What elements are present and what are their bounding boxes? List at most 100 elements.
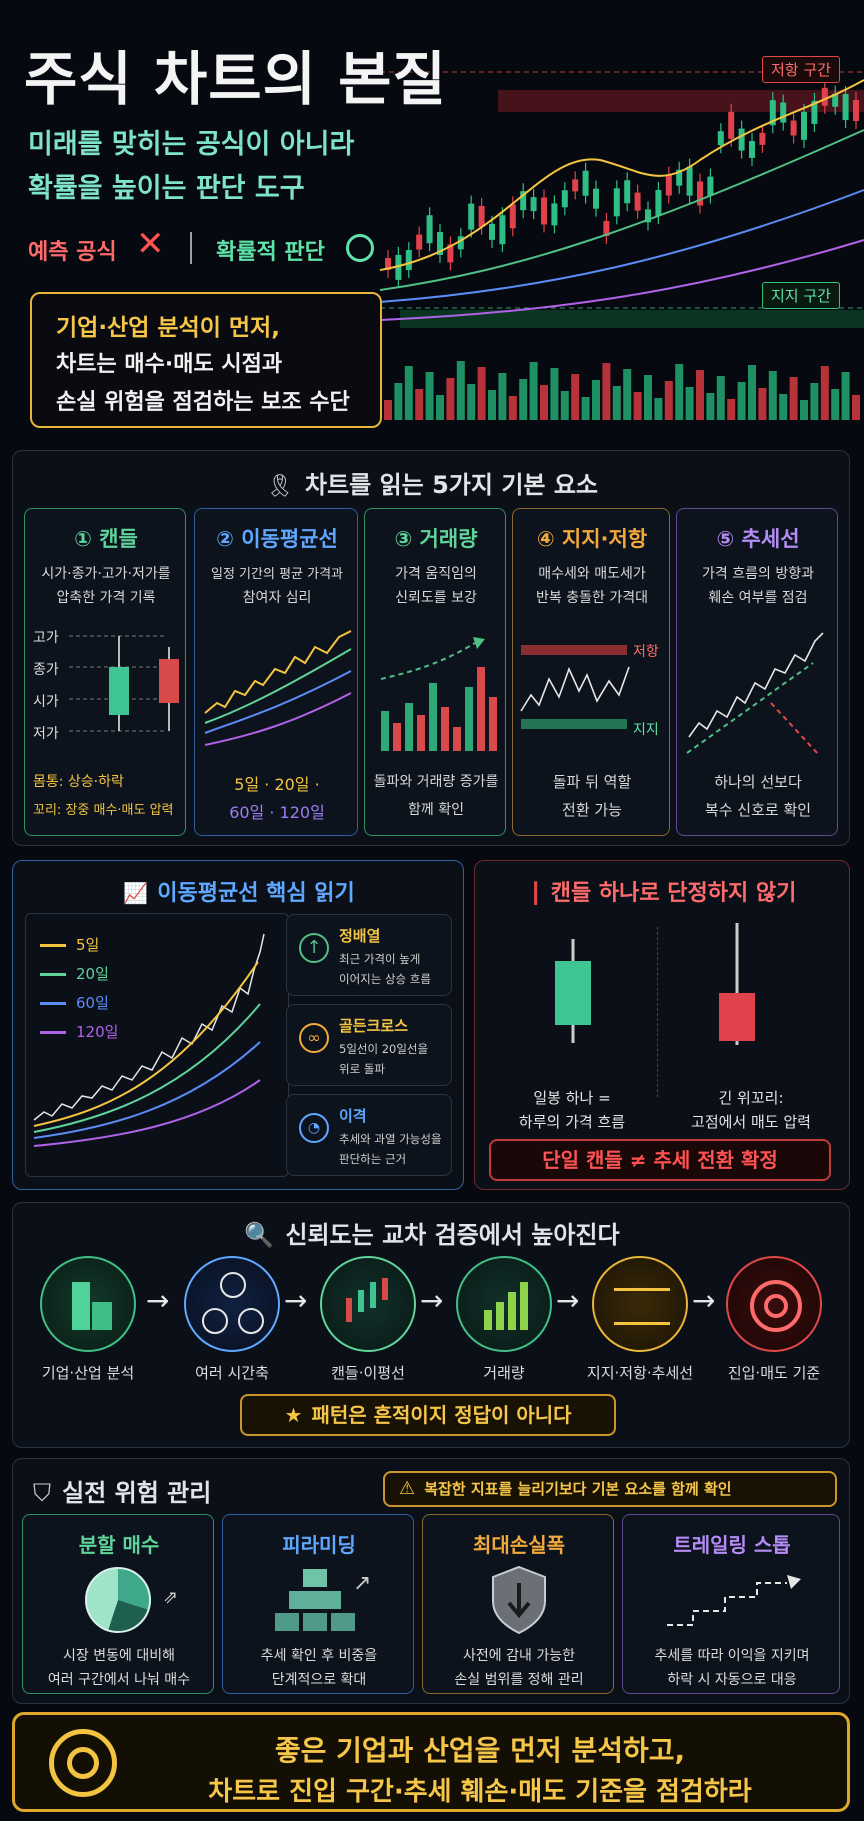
star-icon: ★ <box>284 1403 303 1427</box>
legend-swatch-60 <box>40 1002 66 1005</box>
step-label: 진입·매도 기준 <box>727 1364 821 1382</box>
basics-card-desc-1: 매수세와 매도세가 <box>538 566 646 582</box>
cross-x-icon: ✕ <box>136 224 165 264</box>
divider <box>190 232 192 264</box>
hero-volume-bar <box>498 373 507 420</box>
basics-card-volume: ③ 거래량 가격 움직임의 신뢰도를 보강 돌파와 거래량 증가를 함께 확인 <box>364 508 506 836</box>
risk-card-desc-2: 여러 구간에서 나눠 매수 <box>47 1672 191 1688</box>
hero-candle-body <box>665 174 672 196</box>
hero-candle-body <box>489 223 495 240</box>
ma-item-desc-1: 최근 가격이 높게 <box>339 952 421 966</box>
hero-volume-bar <box>789 377 798 420</box>
legend-label: 20일 <box>76 965 109 983</box>
cross-banner: ★ 패턴은 흔적이지 정답이 아니다 <box>240 1394 616 1436</box>
sr-mini-chart <box>520 645 630 729</box>
hero-candle-body <box>395 254 402 280</box>
hero-volume-bar <box>820 366 829 420</box>
contrast-right-label: 확률적 판단 <box>216 240 325 265</box>
hero-volume-bar <box>540 385 548 420</box>
single-divider <box>657 927 658 1097</box>
legend-label: 120일 <box>76 1023 119 1041</box>
hero-volume-bar <box>519 379 528 420</box>
circle-o-icon <box>346 234 374 262</box>
hero-volume-bar <box>737 382 746 420</box>
basics-card-desc-2: 압축한 가격 기록 <box>56 590 156 606</box>
basics-title: 차트를 읽는 5가지 기본 요소 <box>305 471 599 499</box>
hero-candle-body <box>520 191 527 211</box>
basics-card-support-resistance: ④ 지지·저항 매수세와 매도세가 반복 충돌한 가격대 저항 지지 돌파 뒤 … <box>512 508 670 836</box>
ma-item-desc-1: 5일선이 20일선을 <box>339 1042 429 1056</box>
resistance-zone <box>498 90 864 112</box>
hero-volume-bar <box>592 380 600 420</box>
ma-item-alignment: ↑ 정배열 최근 가격이 높게 이어지는 상승 흐름 <box>286 914 452 996</box>
hero-volume-bar <box>644 375 652 420</box>
risk-card-trailing-stop: 트레일링 스톱 추세를 따라 이익을 지키며 하락 시 자동으로 대응 <box>622 1514 840 1694</box>
split-arrows-icon: ⇗ <box>163 1587 179 1608</box>
ribbon-icon: 🎗 <box>265 474 294 499</box>
risk-card-max-loss: 최대손실폭 사전에 감내 가능한 손실 범위를 정해 관리 <box>422 1514 614 1694</box>
legend-label: 60일 <box>76 994 109 1012</box>
ma-item-title: 정배열 <box>339 927 381 945</box>
hero-candle-body <box>551 203 558 226</box>
single-candles <box>555 923 755 1045</box>
hero-candle-body <box>759 132 766 145</box>
single-left-2: 하루의 가격 흐름 <box>518 1113 626 1131</box>
basics-card-title: ③ 거래량 <box>394 527 478 551</box>
hero-volume-bar <box>841 372 850 420</box>
hero-subtitle-2: 확률을 높이는 판단 도구 <box>28 173 305 204</box>
hero-volume-bar <box>488 390 496 420</box>
hero-volume-bar <box>748 365 756 420</box>
step-volume-icon <box>456 1256 552 1352</box>
candle-icon: ┃ <box>529 881 542 905</box>
risk-card-title: 분할 매수 <box>78 1533 160 1557</box>
risk-card-desc-1: 추세 확인 후 비중을 <box>260 1648 378 1664</box>
sr-label-resistance: 저항 <box>633 644 659 660</box>
step-label: 거래량 <box>483 1364 525 1382</box>
gauge-icon: ◔ <box>299 1113 329 1143</box>
step-label: 여러 시간축 <box>195 1364 269 1382</box>
hero-note-line-1: 기업·산업 분석이 먼저, <box>56 315 280 341</box>
hero-ma-60 <box>379 189 864 303</box>
hero-candle-body <box>707 176 714 196</box>
basics-card-desc-1: 가격 흐름의 방향과 <box>702 566 814 582</box>
ma-item-desc-2: 이어지는 상승 흐름 <box>339 972 431 986</box>
basics-card-desc-2: 훼손 여부를 점검 <box>708 590 808 606</box>
hero-chart <box>379 71 864 420</box>
hero-volume-bar <box>436 395 444 420</box>
cross-title: 신뢰도는 교차 검증에서 높아진다 <box>285 1221 620 1249</box>
ma-item-desc-2: 판단하는 근거 <box>339 1152 407 1166</box>
basics-title-row: 🎗 차트를 읽는 5가지 기본 요소 <box>13 465 851 500</box>
hero-volume-bar <box>529 362 538 420</box>
ma-title-row: 📈 이동평균선 핵심 읽기 <box>13 875 465 907</box>
legend-swatch-120 <box>40 1031 66 1034</box>
basics-card-title: ⑤ 추세선 <box>716 527 800 551</box>
step-label: 지지·저항·추세선 <box>586 1364 694 1382</box>
hero-candle-body <box>780 102 787 123</box>
hero-candle-body <box>801 111 807 140</box>
hero-volume-bar <box>716 376 725 420</box>
hero-volume-bar <box>550 368 559 420</box>
risk-card-desc-1: 추세를 따라 이익을 지키며 <box>654 1648 810 1664</box>
arrow-up-circle-icon: ↑ <box>299 933 329 963</box>
hero-candle-body <box>603 220 610 236</box>
hero-candle-body <box>853 99 859 121</box>
hero-candle-body <box>457 236 464 250</box>
basics-card-title: ④ 지지·저항 <box>536 527 648 551</box>
basics-card-desc-2: 신뢰도를 보강 <box>395 590 477 606</box>
hero-candle-body <box>437 232 443 256</box>
ma-mini-chart <box>204 630 352 746</box>
link-icon: ∞ <box>299 1023 329 1053</box>
hero-note-line-3: 손실 위험을 점검하는 보조 수단 <box>56 390 350 415</box>
basics-card-desc-1: 일정 기간의 평균 가격과 <box>211 567 343 582</box>
basics-card-title: ② 이동평균선 <box>216 527 338 551</box>
hero-candle-body <box>842 94 849 121</box>
hero-volume-bar <box>664 381 673 420</box>
hero-volume-bar <box>446 378 455 420</box>
single-banner-text: 단일 캔들 ≠ 추세 전환 확정 <box>542 1148 778 1172</box>
hero-candle-body <box>697 181 703 206</box>
legend-swatch-20 <box>40 973 66 976</box>
hero-volume-bar <box>768 371 777 420</box>
risk-warning-badge: ⚠ 복잡한 지표를 늘리기보다 기본 요소를 함께 확인 <box>383 1471 837 1507</box>
hero-volume-bar <box>675 364 684 420</box>
risk-card-desc-2: 하락 시 자동으로 대응 <box>667 1672 797 1688</box>
